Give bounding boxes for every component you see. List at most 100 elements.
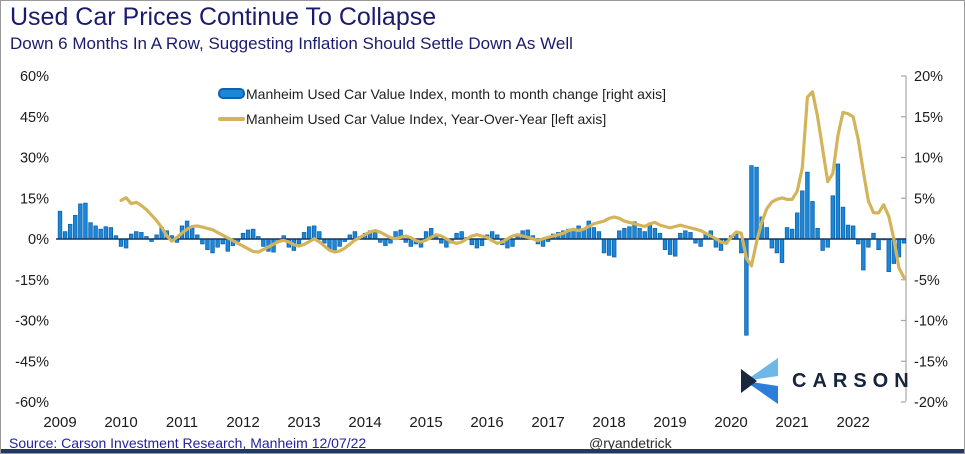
svg-text:-45%: -45% [15, 354, 49, 370]
svg-text:30%: 30% [20, 151, 49, 167]
bar [118, 238, 124, 247]
svg-text:2018: 2018 [592, 414, 625, 431]
source-note: Source: Carson Investment Research, Manh… [9, 435, 367, 451]
bar [215, 238, 220, 248]
svg-text:10%: 10% [914, 151, 943, 167]
bar [627, 226, 632, 240]
legend-label-yoy: Manheim Used Car Value Index, Year-Over-… [246, 110, 607, 127]
bar [88, 222, 93, 240]
bar [673, 238, 678, 257]
bar [301, 232, 307, 240]
bar [454, 232, 459, 240]
bar [820, 238, 825, 251]
bar [596, 231, 602, 240]
bar [139, 232, 144, 240]
bar [789, 228, 795, 240]
bar [688, 232, 693, 240]
svg-text:2011: 2011 [166, 414, 198, 431]
bar [795, 212, 800, 240]
svg-text:-60%: -60% [15, 395, 49, 411]
bar [134, 231, 139, 240]
bar [98, 228, 103, 240]
svg-text:5%: 5% [914, 191, 935, 207]
bar [337, 238, 342, 247]
bar [642, 231, 647, 240]
bar [825, 238, 830, 248]
bar [861, 238, 866, 271]
carson-logo: CARSON [737, 356, 915, 406]
bar [622, 228, 627, 240]
svg-text:-30%: -30% [15, 314, 49, 330]
svg-text:2013: 2013 [287, 414, 320, 431]
bar [769, 238, 775, 249]
svg-text:2019: 2019 [653, 414, 686, 431]
bar [225, 238, 230, 252]
twitter-handle: @ryandetrick [589, 435, 672, 451]
bar [749, 165, 754, 240]
bar [800, 190, 805, 240]
carson-logo-text: CARSON [792, 369, 915, 392]
bar [810, 201, 815, 240]
svg-text:-10%: -10% [914, 314, 948, 330]
bar [83, 202, 88, 240]
svg-text:-5%: -5% [914, 273, 940, 289]
bar [261, 238, 266, 247]
bar [876, 238, 881, 250]
bar [586, 220, 591, 240]
svg-text:15%: 15% [20, 191, 49, 207]
svg-text:2012: 2012 [226, 414, 259, 431]
bar [805, 171, 810, 240]
bar [571, 231, 576, 240]
bar [373, 232, 378, 240]
bar [611, 238, 617, 258]
yoy-line [119, 90, 906, 280]
line-series-swatch [218, 116, 245, 121]
svg-text:2022: 2022 [837, 414, 870, 431]
bar [678, 232, 683, 240]
bar [67, 223, 73, 240]
chart-legend: Manheim Used Car Value Index, month to m… [218, 81, 666, 131]
svg-text:60%: 60% [20, 69, 49, 85]
bar-series-swatch [218, 88, 245, 99]
bar [850, 225, 856, 240]
bar [123, 238, 129, 249]
bar [698, 238, 703, 247]
bar [606, 238, 612, 256]
bar [667, 238, 673, 255]
bottom-accent-bar [1, 449, 964, 453]
bar [312, 225, 317, 240]
chart-subtitle: Down 6 Months In A Row, Suggesting Infla… [10, 34, 573, 53]
svg-text:2021: 2021 [775, 414, 808, 431]
bar [73, 214, 78, 240]
bar [764, 227, 769, 240]
bar [662, 238, 668, 250]
legend-label-mom: Manheim Used Car Value Index, month to m… [246, 85, 666, 102]
bar [474, 238, 480, 249]
bar [332, 238, 337, 252]
svg-text:20%: 20% [914, 69, 943, 85]
bar [840, 206, 846, 240]
bar [205, 238, 210, 250]
bar [210, 238, 215, 254]
bar [652, 228, 658, 240]
bar [871, 232, 876, 240]
bar [240, 232, 246, 240]
x-axis-labels: 2009 2010 2011 2012 2013 2014 2015 2016 2017 2018… [43, 414, 870, 431]
svg-text:0%: 0% [914, 232, 935, 248]
bar [683, 230, 688, 240]
svg-text:2009: 2009 [43, 414, 76, 431]
bar [245, 229, 251, 240]
bar [845, 224, 851, 240]
bar [103, 226, 108, 240]
svg-text:-20%: -20% [914, 395, 948, 411]
bar [815, 228, 820, 240]
svg-text:2015: 2015 [409, 414, 442, 431]
legend-row-yoy: Manheim Used Car Value Index, Year-Over-… [218, 106, 666, 131]
bar [62, 231, 68, 240]
svg-text:2014: 2014 [348, 414, 381, 431]
bar [754, 166, 759, 240]
bar [601, 238, 607, 254]
bar [469, 238, 475, 246]
